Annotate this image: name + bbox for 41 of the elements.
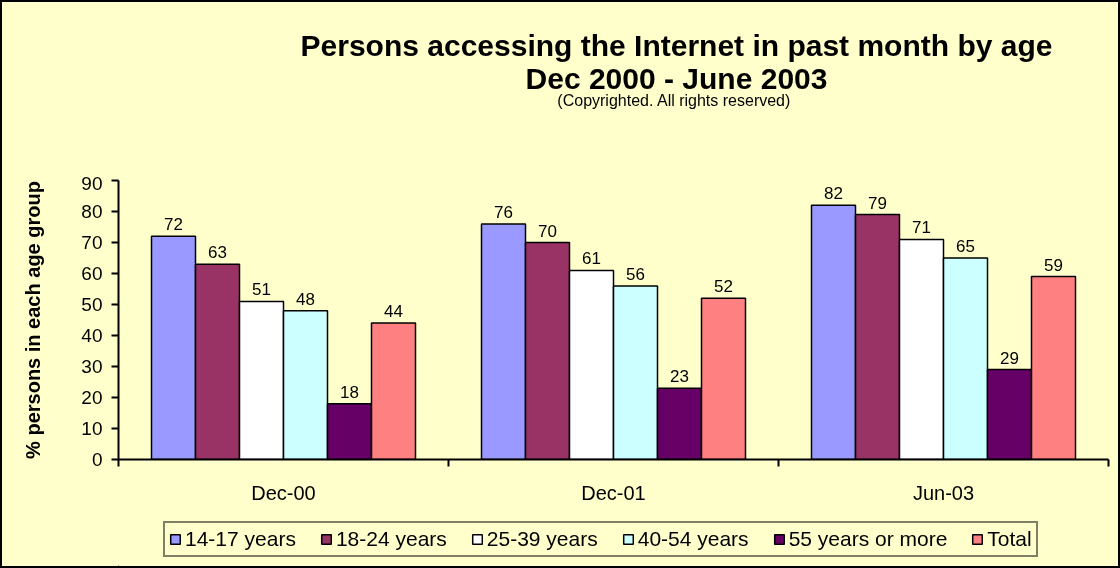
data-label: 82 [824, 184, 843, 204]
y-axis-title: % persons in each age group [22, 181, 45, 459]
data-label: 52 [714, 277, 733, 297]
legend-label: 18-24 years [335, 527, 447, 551]
data-label: 51 [252, 280, 271, 300]
data-label: 29 [1000, 348, 1019, 368]
data-label: 71 [912, 218, 931, 238]
y-tick-label: 90 [81, 172, 103, 194]
legend-label: 55 years or more [788, 527, 948, 551]
data-label: 70 [538, 221, 557, 241]
y-tick-label: 10 [81, 418, 103, 439]
y-tick-label: 50 [81, 294, 103, 315]
data-label: 44 [384, 302, 403, 322]
legend-label: 14-17 years [185, 527, 296, 551]
x-tick-label: Dec-01 [581, 481, 646, 504]
text: (Copyrighted. All rights reserved) [557, 92, 791, 109]
data-label: 48 [296, 289, 315, 309]
legend-label: Total [987, 527, 1032, 551]
x-tick-label: Dec-00 [251, 481, 316, 504]
data-label: 56 [626, 264, 645, 284]
data-label: 79 [868, 193, 887, 213]
chart-title: Persons accessing the Internet in past month by age [300, 29, 1053, 62]
legend-label: 40-54 years [637, 527, 749, 551]
y-tick-label: 40 [81, 325, 103, 346]
y-tick-label: 70 [81, 232, 103, 253]
data-label: 65 [956, 237, 975, 256]
data-label: 23 [670, 367, 689, 387]
data-label: 63 [208, 243, 227, 263]
y-tick-label: 30 [81, 356, 103, 377]
y-tick-label: 20 [81, 387, 103, 408]
legend-label: 25-39 years [486, 527, 598, 551]
x-tick-label: Jun-03 [912, 481, 975, 504]
data-label: 18 [340, 382, 359, 402]
chart-subtitle: Dec 2000 - June 2003 [525, 62, 828, 95]
data-label: 76 [494, 202, 513, 222]
data-label: 59 [1044, 255, 1063, 275]
y-tick-label: 60 [81, 263, 103, 284]
data-label: 61 [582, 249, 601, 269]
y-tick-label: 80 [81, 201, 103, 222]
data-label: 72 [164, 215, 183, 235]
y-tick-label: 0 [91, 449, 103, 470]
